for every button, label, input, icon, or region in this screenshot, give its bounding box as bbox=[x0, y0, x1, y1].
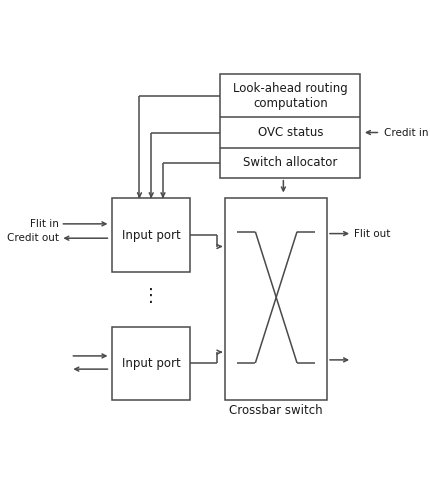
Text: Flit out: Flit out bbox=[353, 229, 390, 239]
Text: Flit in: Flit in bbox=[30, 219, 59, 229]
Text: Credit out: Credit out bbox=[7, 233, 59, 243]
FancyBboxPatch shape bbox=[220, 74, 360, 178]
FancyBboxPatch shape bbox=[112, 327, 190, 400]
Text: ⋮: ⋮ bbox=[142, 287, 160, 305]
Text: OVC status: OVC status bbox=[258, 126, 323, 139]
FancyBboxPatch shape bbox=[225, 198, 327, 400]
Text: Look-ahead routing
computation: Look-ahead routing computation bbox=[233, 82, 348, 110]
Text: Switch allocator: Switch allocator bbox=[243, 156, 338, 169]
Text: Credit in: Credit in bbox=[384, 127, 428, 138]
FancyBboxPatch shape bbox=[112, 198, 190, 272]
Text: Input port: Input port bbox=[122, 357, 181, 370]
Text: Crossbar switch: Crossbar switch bbox=[229, 404, 323, 417]
Text: Input port: Input port bbox=[122, 229, 181, 242]
